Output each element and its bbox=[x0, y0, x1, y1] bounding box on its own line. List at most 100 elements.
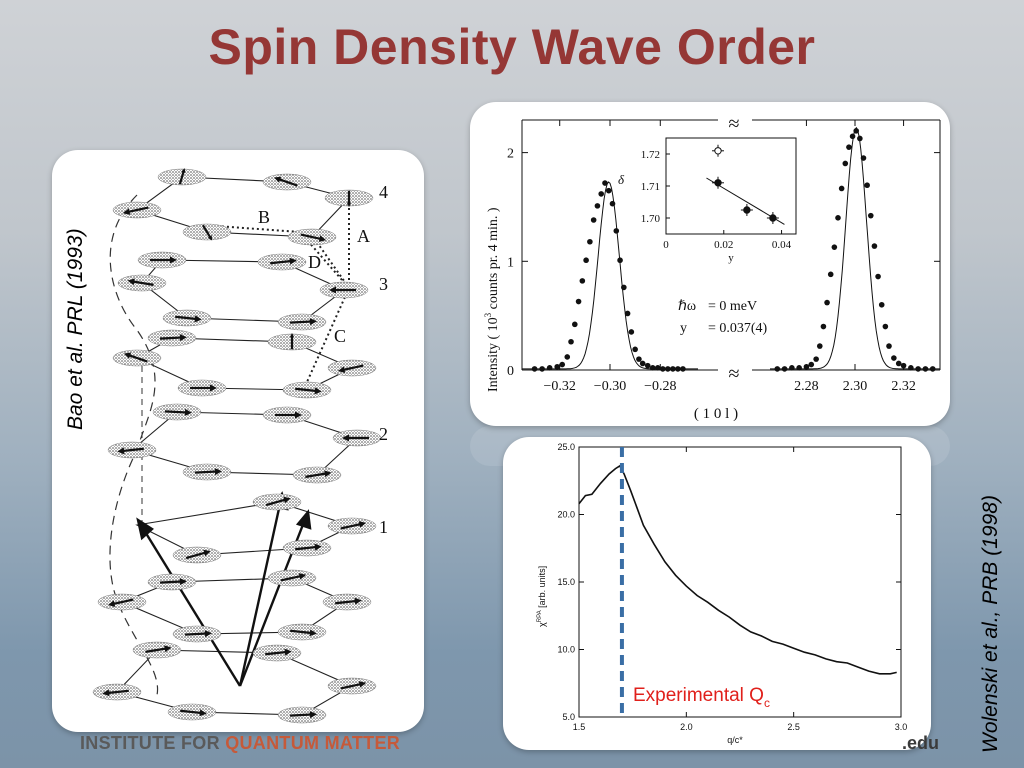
spin-arrow-head bbox=[117, 447, 125, 455]
spin-site bbox=[147, 573, 197, 591]
annotation: ℏω = 0 meV y = 0.037(4) bbox=[678, 299, 768, 336]
data-point bbox=[632, 346, 638, 353]
spin-site bbox=[292, 466, 342, 484]
y-tick-label: 5.0 bbox=[562, 712, 575, 722]
layer-label-3: 3 bbox=[379, 274, 388, 294]
data-point bbox=[789, 365, 795, 371]
exchange-bonds bbox=[201, 198, 350, 383]
spin-arrow-head bbox=[295, 411, 302, 419]
experimental-q-label-sub: c bbox=[764, 696, 770, 710]
spin-arrow-head bbox=[127, 278, 135, 286]
data-point bbox=[628, 329, 635, 335]
data-point bbox=[891, 355, 897, 361]
data-point bbox=[665, 366, 671, 372]
spin-arrow-head bbox=[207, 235, 213, 241]
x-tick-label: 2.32 bbox=[891, 379, 916, 394]
spin-arrow-head bbox=[289, 257, 297, 265]
x-tick-label: 1.5 bbox=[573, 722, 586, 732]
citation-left-text: Bao et al. PRL (1993) bbox=[64, 228, 87, 430]
inset-x-tick-label: 0.04 bbox=[772, 239, 792, 251]
x-tick-label: −0.28 bbox=[644, 379, 676, 394]
spin-site bbox=[319, 281, 369, 299]
spin-arrow bbox=[201, 224, 213, 240]
data-point bbox=[875, 273, 881, 280]
spin-arrow-head bbox=[354, 597, 362, 605]
x-tick-label: 2.5 bbox=[787, 722, 800, 732]
plot-border bbox=[578, 446, 902, 718]
spin-site bbox=[327, 517, 377, 535]
y-tick-label: 2 bbox=[507, 147, 514, 162]
layer-label-4: 4 bbox=[379, 182, 388, 202]
spin-arrow-head bbox=[203, 549, 211, 557]
spin-site bbox=[112, 201, 162, 219]
data-point bbox=[878, 301, 885, 308]
data-point bbox=[583, 257, 589, 264]
spin-arrow-head bbox=[318, 235, 327, 242]
spin-site bbox=[177, 379, 227, 397]
data-point bbox=[886, 343, 892, 349]
spin-arrow bbox=[295, 387, 319, 393]
inset-x-tick-label: 0.02 bbox=[714, 239, 733, 251]
spin-arrow-head bbox=[309, 629, 317, 637]
data-point bbox=[774, 366, 781, 372]
spin-arrow-head bbox=[184, 408, 192, 416]
spin-arrow-head bbox=[102, 689, 110, 697]
spin-arrow-head bbox=[274, 176, 282, 183]
y-tick-label: 1 bbox=[507, 255, 514, 270]
susceptibility-panel: 1.5 2.0 2.5 3.0 5.0 10.0 15.0 20.0 25.0 χRPA [ar… bbox=[503, 437, 931, 750]
y-tick-label: 25.0 bbox=[557, 442, 575, 452]
data-point bbox=[613, 228, 620, 234]
inset-data-point bbox=[743, 206, 751, 214]
spin-arrow bbox=[335, 599, 359, 605]
axis-break-top: ≈ bbox=[729, 113, 740, 135]
spin-arrow-head bbox=[214, 468, 222, 476]
spin-site bbox=[107, 441, 157, 459]
data-point bbox=[867, 212, 874, 219]
annotation-y-symbol: y bbox=[680, 321, 687, 336]
x-tick-label: 2.0 bbox=[680, 722, 693, 732]
spin-arrow bbox=[110, 598, 134, 606]
data-point bbox=[824, 299, 830, 306]
y-axis-label-chi: χ bbox=[537, 622, 547, 627]
susceptibility-chart: 1.5 2.0 2.5 3.0 5.0 10.0 15.0 20.0 25.0 χRPA [ar… bbox=[537, 442, 907, 745]
spin-arrow-head bbox=[329, 286, 336, 294]
plot-frame bbox=[521, 119, 941, 371]
data-point bbox=[827, 271, 834, 278]
data-point bbox=[781, 366, 788, 372]
inset-y-label: δ bbox=[618, 172, 625, 187]
data-point bbox=[846, 144, 852, 150]
data-point bbox=[842, 160, 849, 167]
spin-structure-diagram: 4 3 2 1 A B C D bbox=[92, 168, 388, 724]
spin-site bbox=[277, 313, 327, 331]
spin-arrow bbox=[105, 689, 129, 695]
data-point bbox=[617, 257, 623, 264]
spin-arrow-head bbox=[324, 470, 332, 478]
spin-arrow-head bbox=[314, 387, 322, 395]
data-point bbox=[908, 365, 914, 371]
data-point bbox=[675, 366, 681, 372]
spin-arrow-head bbox=[284, 648, 292, 656]
data-point bbox=[831, 244, 838, 250]
spin-arrow bbox=[126, 353, 148, 363]
data-point bbox=[922, 366, 929, 372]
institute-name: QUANTUM MATTER bbox=[225, 733, 401, 753]
y-axis-label: Intensity ( 103 counts pr. 4 min. ) bbox=[483, 207, 501, 392]
spin-arrow-head bbox=[358, 521, 367, 528]
citation-right-text: Wolenski et al., PRB (1998) bbox=[979, 495, 1002, 753]
spin-arrow bbox=[159, 336, 185, 340]
data-point bbox=[882, 323, 889, 330]
neutron-scattering-panel: 0 1 2 −0.32 −0.30 −0.28 2.28 2.30 2.32 0 0.02 0.04… bbox=[470, 102, 950, 426]
data-point bbox=[796, 365, 802, 371]
spin-arrow bbox=[184, 632, 210, 636]
data-point bbox=[649, 365, 656, 371]
spin-site bbox=[327, 677, 377, 695]
data-point bbox=[621, 284, 627, 291]
data-point bbox=[546, 365, 553, 371]
data-point bbox=[559, 361, 566, 368]
y-tick-label: 0 bbox=[507, 364, 514, 379]
layer-2-hexagon bbox=[130, 411, 359, 476]
institute-prefix: INSTITUTE FOR bbox=[80, 733, 226, 753]
spin-site bbox=[97, 593, 147, 611]
annotation-y-value: = 0.037(4) bbox=[708, 321, 768, 336]
spin-arrow-head bbox=[314, 543, 322, 551]
